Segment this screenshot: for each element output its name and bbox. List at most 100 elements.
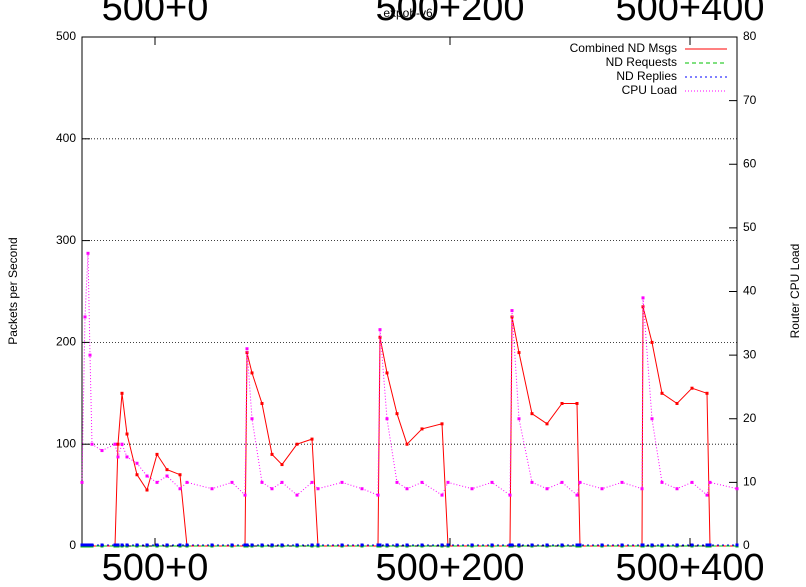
series-point: [560, 401, 564, 405]
y2-tick-label: 30: [743, 347, 757, 361]
series-point: [705, 391, 709, 395]
y2-tick-label: 60: [743, 156, 757, 170]
series-point: [83, 315, 87, 319]
series-point: [620, 543, 624, 547]
legend-label: ND Requests: [606, 55, 677, 69]
series-point: [660, 391, 664, 395]
series-point: [116, 543, 120, 547]
series-point: [125, 543, 129, 547]
series-point: [316, 543, 320, 547]
series-point: [376, 493, 380, 497]
series-point: [243, 493, 247, 497]
series-point: [243, 543, 247, 547]
series-point: [470, 543, 474, 547]
series-point: [470, 487, 474, 491]
series-point: [420, 480, 424, 484]
series-point: [675, 487, 679, 491]
series-point: [178, 543, 182, 547]
series-point: [578, 480, 582, 484]
series-point: [230, 543, 234, 547]
series-point: [510, 543, 514, 547]
series-point: [405, 487, 409, 491]
series-point: [395, 412, 399, 416]
series-point: [280, 480, 284, 484]
series-point: [490, 543, 494, 547]
series-point: [83, 543, 87, 547]
series-point: [560, 480, 564, 484]
series-point: [80, 543, 84, 547]
series-point: [530, 412, 534, 416]
y-axis-label: Packets per Second: [6, 237, 20, 344]
series-point: [705, 543, 709, 547]
series-point: [88, 353, 92, 357]
series-point: [185, 480, 189, 484]
series-point: [600, 543, 604, 547]
series-point: [517, 543, 521, 547]
series-point: [86, 543, 90, 547]
series-point: [440, 493, 444, 497]
plot-frame: [81, 36, 738, 547]
series-point: [575, 493, 579, 497]
series-point: [250, 371, 254, 375]
series-point: [620, 480, 624, 484]
y-tick-label: 0: [69, 538, 76, 552]
series-point: [385, 371, 389, 375]
chart-title: expob-v6: [383, 6, 433, 20]
y-tick-label: 300: [56, 233, 76, 247]
series-point: [508, 543, 512, 547]
series-point: [295, 543, 299, 547]
series-point: [735, 487, 739, 491]
series-point: [490, 480, 494, 484]
series-point: [360, 487, 364, 491]
y-tick-label: 500: [56, 29, 76, 43]
series-point: [440, 422, 444, 426]
series-point: [165, 474, 169, 478]
series-point: [640, 487, 644, 491]
series-point: [650, 340, 654, 344]
series-point: [125, 432, 129, 436]
series-point: [135, 473, 139, 477]
series-point: [100, 449, 104, 453]
series-point: [508, 493, 512, 497]
series-point: [385, 417, 389, 421]
series-point: [145, 543, 149, 547]
series-point: [178, 473, 182, 477]
series-point: [420, 427, 424, 431]
y-tick-label: 200: [56, 335, 76, 349]
series-point: [310, 437, 314, 441]
series-point: [446, 543, 450, 547]
x-tick-label: 500+400: [616, 547, 765, 587]
x2-tick-label: 500+400: [616, 0, 765, 29]
y2-axis-label: Router CPU Load: [788, 244, 802, 339]
series-point: [440, 543, 444, 547]
series-point: [245, 347, 249, 351]
series-point: [660, 480, 664, 484]
y2-tick-label: 0: [743, 538, 750, 552]
series-point: [120, 543, 124, 547]
series-point: [120, 442, 124, 446]
series-point: [395, 480, 399, 484]
series-point: [340, 480, 344, 484]
legend-label: Combined ND Msgs: [570, 41, 677, 55]
series-point: [86, 251, 90, 255]
legend-label: CPU Load: [622, 83, 677, 97]
series-point: [641, 543, 645, 547]
series-point: [376, 543, 380, 547]
series-point: [210, 543, 214, 547]
y2-tick-label: 40: [743, 284, 757, 298]
series-point: [260, 480, 264, 484]
series-point: [165, 543, 169, 547]
y-tick-label: 100: [56, 436, 76, 450]
series-point: [708, 480, 712, 484]
series-point: [340, 543, 344, 547]
series-point: [545, 487, 549, 491]
series-point: [517, 351, 521, 355]
series-point: [575, 543, 579, 547]
series-point: [395, 543, 399, 547]
series-point: [545, 422, 549, 426]
series-point: [560, 543, 564, 547]
series-point: [600, 487, 604, 491]
series-point: [360, 543, 364, 547]
y2-tick-label: 80: [743, 29, 757, 43]
y2-tick-label: 10: [743, 475, 757, 489]
